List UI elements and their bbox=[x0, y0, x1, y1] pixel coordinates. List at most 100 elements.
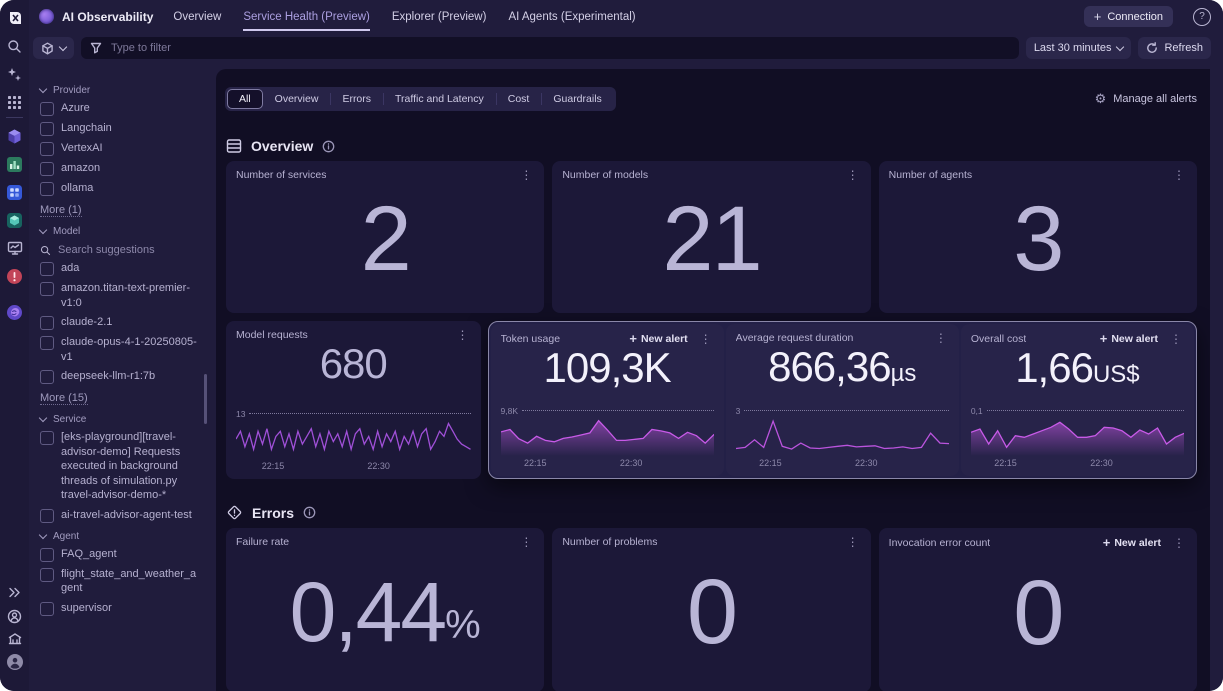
nav-tab-overview[interactable]: Overview bbox=[173, 10, 222, 23]
info-icon[interactable] bbox=[322, 140, 335, 153]
kebab-menu-icon[interactable]: ⋮ bbox=[699, 331, 712, 346]
model-option-claude21[interactable]: claude-2.1 bbox=[40, 315, 201, 331]
tab-guardrails[interactable]: Guardrails bbox=[541, 89, 613, 109]
agent-option-flight-state[interactable]: flight_state_and_weather_agent bbox=[40, 567, 201, 596]
search-icon[interactable] bbox=[6, 37, 24, 55]
app-icon-cube[interactable] bbox=[6, 127, 24, 145]
metric-value: 0 bbox=[686, 561, 738, 663]
checkbox[interactable] bbox=[40, 162, 54, 176]
checkbox[interactable] bbox=[40, 282, 54, 296]
help-icon[interactable]: ? bbox=[1193, 7, 1211, 26]
sidebar-scrollbar[interactable] bbox=[204, 374, 207, 424]
card-model-requests: Model requests ⋮ 680 13 22:15 22:30 bbox=[226, 321, 481, 479]
metric-value: 0,44% bbox=[289, 565, 481, 659]
model-more-link[interactable]: More (15) bbox=[40, 392, 88, 406]
x-tick: 22:30 bbox=[619, 458, 643, 468]
checkbox[interactable] bbox=[40, 601, 54, 616]
nav-tab-ai-agents[interactable]: AI Agents (Experimental) bbox=[508, 10, 636, 23]
manage-all-alerts-button[interactable]: ⚙ Manage all alerts bbox=[1094, 91, 1197, 107]
new-alert-button[interactable]: + New alert bbox=[1102, 535, 1161, 550]
card-number-of-problems: Number of problems ⋮ 0 bbox=[552, 528, 871, 691]
kebab-menu-icon[interactable]: ⋮ bbox=[846, 168, 859, 182]
provider-option-amazon[interactable]: amazon bbox=[40, 161, 201, 176]
expand-rail-icon[interactable] bbox=[6, 583, 24, 601]
app-icon-ai-brain[interactable] bbox=[6, 303, 24, 321]
dynatrace-logo-icon[interactable] bbox=[6, 9, 24, 27]
checkbox[interactable] bbox=[40, 102, 54, 116]
card-number-of-agents: Number of agents ⋮ 3 bbox=[878, 161, 1197, 313]
app-icon-problem-alert[interactable] bbox=[6, 267, 24, 285]
tab-overview[interactable]: Overview bbox=[274, 93, 319, 105]
time-range-selector[interactable]: Last 30 minutes bbox=[1025, 37, 1132, 59]
agent-option-supervisor[interactable]: supervisor bbox=[40, 601, 201, 616]
new-alert-button[interactable]: + New alert bbox=[1099, 331, 1158, 346]
provider-option-ollama[interactable]: ollama bbox=[40, 181, 201, 196]
metric-value: 3 bbox=[1013, 188, 1064, 290]
app-icon-monitor[interactable] bbox=[6, 239, 24, 257]
x-tick: 22:15 bbox=[261, 461, 285, 471]
sidebar-section-provider[interactable]: Provider bbox=[38, 84, 201, 96]
tab-cost[interactable]: Cost bbox=[495, 89, 542, 109]
chevron-down-icon bbox=[1116, 42, 1125, 51]
checkbox[interactable] bbox=[40, 370, 54, 385]
model-option-deepseek[interactable]: deepseek-llm-r1:7b bbox=[40, 369, 201, 385]
scope-selector-button[interactable] bbox=[33, 37, 74, 59]
nav-tab-explorer[interactable]: Explorer (Preview) bbox=[391, 10, 487, 23]
dashboard-toolbar: All Overview Errors Traffic and Latency … bbox=[225, 87, 1197, 111]
checkbox[interactable] bbox=[40, 316, 54, 331]
kebab-menu-icon[interactable]: ⋮ bbox=[1173, 535, 1185, 550]
tab-errors[interactable]: Errors bbox=[330, 89, 383, 109]
kebab-menu-icon[interactable]: ⋮ bbox=[846, 535, 859, 549]
provider-option-vertexai[interactable]: VertexAI bbox=[40, 141, 201, 156]
info-icon[interactable] bbox=[303, 506, 316, 519]
provider-more-link[interactable]: More (1) bbox=[40, 204, 82, 217]
service-option-ai-travel-advisor[interactable]: ai-travel-advisor-agent-test bbox=[40, 508, 201, 523]
sidebar-section-model[interactable]: Model bbox=[38, 225, 201, 237]
refresh-icon bbox=[1147, 42, 1158, 53]
sidebar-section-agent[interactable]: Agent bbox=[38, 530, 201, 542]
checkbox[interactable] bbox=[40, 122, 54, 136]
checkbox[interactable] bbox=[40, 262, 54, 276]
model-search-input[interactable]: Search suggestions bbox=[40, 244, 201, 256]
new-alert-button[interactable]: + New alert bbox=[629, 331, 688, 346]
highlighted-card-group: Token usage + New alert ⋮ 109,3K 9,8K 22:… bbox=[487, 321, 1197, 479]
checkbox[interactable] bbox=[40, 508, 54, 523]
app-icon-tiles[interactable] bbox=[6, 183, 24, 201]
tab-traffic-latency[interactable]: Traffic and Latency bbox=[383, 89, 496, 109]
kebab-menu-icon[interactable]: ⋮ bbox=[520, 535, 533, 549]
model-option-ada[interactable]: ada bbox=[40, 261, 201, 276]
checkbox[interactable] bbox=[40, 431, 54, 446]
kebab-menu-icon[interactable]: ⋮ bbox=[1173, 168, 1185, 182]
filter-input[interactable] bbox=[109, 41, 1010, 55]
apps-grid-icon[interactable] bbox=[6, 93, 24, 111]
checkbox[interactable] bbox=[40, 336, 54, 351]
checkbox[interactable] bbox=[40, 547, 54, 562]
user-avatar[interactable] bbox=[6, 653, 24, 671]
kebab-menu-icon[interactable]: ⋮ bbox=[456, 328, 469, 342]
service-option-eks-playground[interactable]: [eks-playground][travel-advisor-demo] Re… bbox=[40, 430, 201, 503]
ai-sparkles-icon[interactable] bbox=[6, 65, 24, 83]
kebab-menu-icon[interactable]: ⋮ bbox=[934, 331, 947, 345]
model-option-titan[interactable]: amazon.titan-text-premier-v1:0 bbox=[40, 281, 201, 310]
kebab-menu-icon[interactable]: ⋮ bbox=[520, 168, 533, 182]
checkbox[interactable] bbox=[40, 567, 54, 582]
sidebar-section-service[interactable]: Service bbox=[38, 413, 201, 425]
provider-option-langchain[interactable]: Langchain bbox=[40, 121, 201, 136]
kebab-menu-icon[interactable]: ⋮ bbox=[1170, 331, 1182, 346]
agent-option-faq[interactable]: FAQ_agent bbox=[40, 547, 201, 562]
app-icon-teal-cube[interactable] bbox=[6, 211, 24, 229]
app-icon-chart[interactable] bbox=[6, 155, 24, 173]
nav-tab-service-health[interactable]: Service Health (Preview) bbox=[243, 3, 370, 31]
marketplace-icon[interactable] bbox=[6, 630, 24, 648]
connection-button[interactable]: + Connection bbox=[1083, 6, 1173, 27]
checkbox[interactable] bbox=[40, 142, 54, 156]
token-usage-sparkline bbox=[500, 416, 714, 456]
metric-unit: US$ bbox=[1092, 361, 1140, 388]
refresh-button[interactable]: Refresh bbox=[1138, 37, 1211, 59]
checkbox[interactable] bbox=[40, 182, 54, 196]
model-option-claude-opus[interactable]: claude-opus-4-1-20250805-v1 bbox=[40, 335, 201, 364]
provider-option-azure[interactable]: Azure bbox=[40, 101, 201, 116]
account-icon[interactable] bbox=[6, 607, 24, 625]
tab-all[interactable]: All bbox=[227, 89, 263, 109]
